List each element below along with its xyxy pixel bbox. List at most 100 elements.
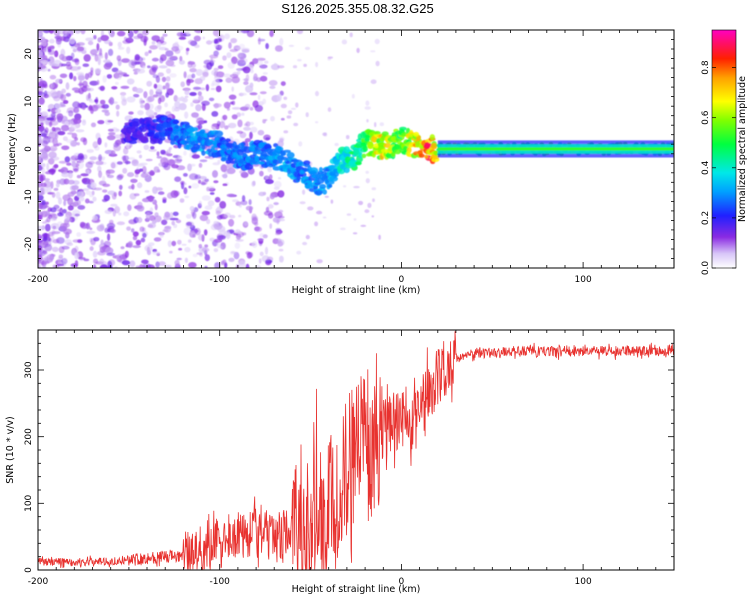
spectrogram-noise-cell (259, 170, 264, 177)
spectrogram-noise-cell (251, 241, 258, 248)
spectrogram-noise-cell (74, 137, 78, 141)
spectrogram-noise-cell (76, 232, 82, 237)
spectrogram-noise-cell (40, 36, 46, 41)
spectrogram-noise-cell (238, 261, 246, 268)
spectrogram-noise-cell (163, 214, 171, 221)
spectrogram-noise-cell (126, 142, 130, 150)
spectrogram-noise-cell (65, 139, 73, 144)
spectrogram-noise-cell (221, 174, 226, 178)
spectrogram-signal-cell (329, 175, 338, 182)
spectrogram-signal-cell (140, 127, 147, 132)
spectrogram-noise-cell (198, 179, 202, 184)
y-tick-label: 100 (24, 494, 34, 511)
spectrogram-noise-cell (41, 163, 46, 168)
spectrogram-noise-cell (52, 231, 61, 235)
spectrogram-noise-cell (130, 178, 138, 183)
spectrogram-noise-cell (237, 119, 243, 128)
spectrogram-noise-cell (104, 227, 110, 233)
spectrogram-noise-cell (265, 137, 270, 141)
spectrogram-noise-cell (249, 82, 254, 88)
spectrogram-noise-cell (257, 37, 261, 45)
spectrogram-noise-cell (40, 152, 49, 159)
spectrogram-noise-cell (232, 199, 239, 203)
spectrogram-noise-cell (88, 200, 94, 204)
spectrogram-signal-cell (418, 153, 425, 158)
spectrogram-noise-cell (67, 205, 74, 211)
spectrogram-noise-cell (275, 228, 282, 232)
spectrogram-noise-cell (39, 175, 44, 183)
spectrogram-noise-cell (38, 265, 43, 268)
spectrogram-noise-cell (117, 173, 124, 179)
spectrogram-noise-cell (296, 250, 302, 255)
spectrogram-noise-cell (288, 44, 295, 48)
spectrogram-noise-cell (62, 136, 68, 141)
spectrogram-noise-cell (136, 217, 143, 223)
spectrogram-noise-cell (168, 147, 172, 151)
spectrogram-noise-cell (316, 259, 323, 264)
spectrogram-noise-cell (138, 154, 143, 159)
spectrogram-noise-cell (52, 137, 58, 146)
spectrogram-noise-cell (44, 223, 51, 232)
spectrogram-noise-cell (358, 200, 364, 206)
spectrogram-noise-cell (187, 39, 195, 45)
spectrogram-noise-cell (189, 92, 197, 96)
spectrogram-noise-cell (194, 174, 201, 180)
x-tick-label: 100 (575, 275, 592, 285)
y-tick-label: 300 (24, 361, 34, 378)
spectrogram-noise-cell (254, 264, 262, 268)
spectrogram-noise-cell (214, 196, 221, 203)
spectrogram-noise-cell (265, 259, 273, 264)
spectrogram-noise-cell (152, 94, 158, 98)
spectrogram-noise-cell (42, 221, 47, 224)
spectrogram-noise-cell (203, 59, 212, 65)
spectrogram-noise-cell (120, 85, 130, 89)
spectrogram-signal-cell (201, 144, 206, 150)
spectrogram-noise-cell (190, 102, 194, 107)
snr-x-ticks: -200 -100 0 100 (28, 330, 675, 587)
spectrogram-noise-cell (61, 245, 70, 250)
spectrogram-noise-cell (85, 190, 92, 195)
spectrogram-noise-cell (371, 215, 375, 218)
spectrogram-noise-cell (38, 116, 46, 122)
spectrogram-noise-cell (370, 79, 377, 84)
spectrogram-noise-cell (189, 206, 195, 212)
spectrogram-noise-cell (53, 204, 60, 210)
spectrogram-noise-cell (94, 99, 99, 103)
spectrogram-noise-cell (98, 170, 103, 178)
spectrogram-noise-cell (171, 220, 175, 226)
spectrogram-noise-cell (74, 43, 81, 48)
spectrogram-signal-cell (174, 125, 179, 129)
spectrogram-noise-cell (236, 68, 245, 71)
spectrogram-noise-cell (82, 80, 88, 89)
spectrogram-noise-cell (38, 154, 42, 161)
spectrogram-noise-cell (133, 93, 140, 98)
spectrogram-noise-cell (110, 162, 116, 169)
spectrogram-noise-cell (174, 176, 182, 182)
spectrogram-noise-cell (204, 205, 213, 210)
spectrogram-noise-cell (183, 71, 187, 79)
spectrogram-noise-cell (68, 171, 73, 179)
spectrogram-noise-cell (38, 191, 45, 196)
spectrogram-noise-cell (231, 114, 238, 120)
spectrogram-noise-cell (274, 45, 283, 52)
spectrogram-noise-cell (265, 175, 269, 180)
spectrogram-noise-cell (89, 194, 94, 198)
spectrogram-noise-cell (188, 185, 192, 189)
spectrogram-noise-cell (163, 153, 168, 156)
spectrogram-noise-cell (223, 73, 232, 78)
spectrogram-noise-cell (79, 80, 83, 88)
spectrogram-noise-cell (346, 213, 352, 216)
spectrogram-noise-cell (233, 251, 240, 260)
spectrogram-noise-cell (136, 68, 146, 74)
spectrogram-noise-cell (174, 259, 180, 267)
spectrogram-noise-cell (257, 129, 265, 136)
spectrogram-noise-cell (125, 160, 131, 165)
colorbar-gradient (711, 29, 737, 269)
spectrogram-noise-cell (192, 234, 196, 238)
colorbar-ticks: 0.0 0.2 0.4 0.6 0.8 (701, 60, 736, 275)
spectrogram-signal-cell (136, 130, 141, 135)
spectrogram-noise-cell (103, 63, 112, 70)
spectrogram-noise-cell (264, 246, 269, 255)
spectrogram-noise-cell (132, 245, 141, 249)
spectrogram-noise-cell (47, 108, 51, 112)
